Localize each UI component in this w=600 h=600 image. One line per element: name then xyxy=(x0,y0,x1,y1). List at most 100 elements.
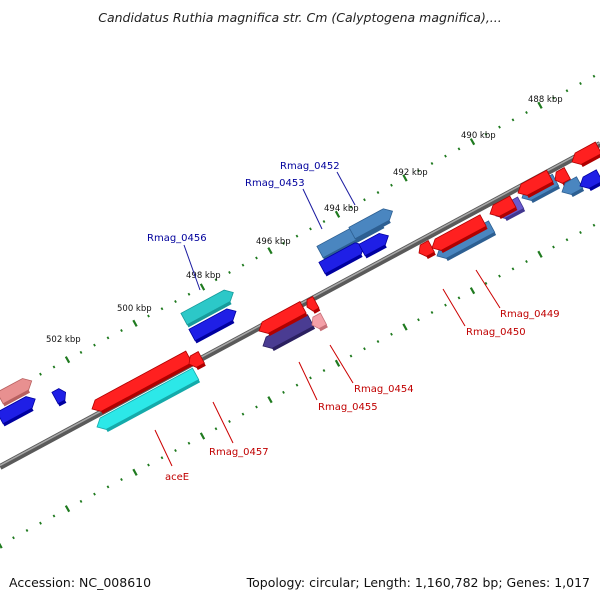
gene-rev-3-body[interactable] xyxy=(489,195,517,217)
tick-mark xyxy=(174,300,177,304)
gene-rev-5-body[interactable] xyxy=(517,169,554,196)
gene-fwd-2-body[interactable] xyxy=(188,308,237,342)
tick-mark xyxy=(457,296,461,300)
leader-line-rmag-0455 xyxy=(298,361,318,401)
gene-rmag-0456-body[interactable] xyxy=(180,289,234,326)
tick-mark xyxy=(484,281,488,285)
tick-mark xyxy=(39,372,42,376)
gene-rev-10-body[interactable] xyxy=(306,295,320,312)
tick-mark xyxy=(255,405,258,409)
tick-mark xyxy=(132,319,138,327)
tick-label-502: 502 kbp xyxy=(46,335,81,345)
tick-mark xyxy=(363,198,366,202)
gene-rev-9[interactable] xyxy=(579,169,600,191)
gene-acee-body[interactable] xyxy=(96,367,200,430)
gene-fwd-4-shade xyxy=(3,408,34,427)
gene-label-rmag-0453[interactable]: Rmag_0453 xyxy=(245,178,305,189)
gene-rmag-0453b-shade xyxy=(325,254,363,277)
gene-label-rmag-0455[interactable]: Rmag_0455 xyxy=(318,402,378,413)
gene-fwd-5-body[interactable] xyxy=(51,388,67,405)
tick-mark xyxy=(160,456,164,460)
gene-rmag-0454[interactable] xyxy=(311,312,328,332)
gene-rmag-0457-body[interactable] xyxy=(91,350,193,412)
gene-rev-1[interactable] xyxy=(418,240,436,259)
tick-mark xyxy=(106,336,110,340)
tick-mark xyxy=(579,230,582,235)
gene-rmag-0450-shade xyxy=(446,232,497,261)
gene-rmag-0454-body[interactable] xyxy=(311,312,328,330)
gene-label-rmag-0450[interactable]: Rmag_0450 xyxy=(466,327,526,338)
gene-fwd-1[interactable] xyxy=(358,232,389,259)
tick-label-494: 494 kbp xyxy=(324,204,359,214)
tick-mark xyxy=(457,147,461,151)
gene-rmag-0457[interactable] xyxy=(91,350,194,414)
tick-mark xyxy=(498,274,501,278)
tick-mark xyxy=(511,267,515,271)
tick-mark xyxy=(484,132,488,136)
gene-fwd-1-body[interactable] xyxy=(358,232,389,257)
tick-mark xyxy=(199,283,206,291)
gene-rev-10-shade xyxy=(313,308,321,314)
gene-acee[interactable] xyxy=(96,367,201,432)
gene-label-rmag-0456[interactable]: Rmag_0456 xyxy=(147,233,207,244)
gene-fwd-4-body[interactable] xyxy=(0,396,36,425)
gene-rev-6-body[interactable] xyxy=(554,167,571,184)
gene-rev-11-body[interactable] xyxy=(188,351,205,368)
leader-line-acee xyxy=(154,429,173,467)
gene-rev-11[interactable] xyxy=(188,351,206,370)
tick-label-488: 488 kbp xyxy=(528,95,563,105)
tick-mark xyxy=(12,536,15,540)
gene-fwd-3[interactable] xyxy=(0,378,33,407)
gene-rev-5[interactable] xyxy=(517,169,555,198)
tick-label-500: 500 kbp xyxy=(117,304,152,314)
gene-label-rmag-0454[interactable]: Rmag_0454 xyxy=(354,384,414,395)
tick-mark xyxy=(349,354,353,358)
gene-rmag-0455b[interactable] xyxy=(258,301,308,336)
gene-rmag-0449[interactable] xyxy=(431,214,488,253)
gene-rev-1-shade xyxy=(426,252,436,259)
gene-rev-7[interactable] xyxy=(561,176,585,197)
gene-rmag-0449-body[interactable] xyxy=(431,214,487,251)
gene-rmag-0455b-shade xyxy=(268,313,308,336)
gene-label-acee[interactable]: aceE xyxy=(165,472,189,483)
gene-rev-9-body[interactable] xyxy=(579,169,600,189)
tick-mark xyxy=(228,270,231,274)
tick-mark xyxy=(334,359,341,367)
tick-mark xyxy=(160,307,164,311)
tick-mark xyxy=(241,412,245,416)
gene-label-rmag-0457[interactable]: Rmag_0457 xyxy=(209,447,269,458)
gene-rmag-0456[interactable] xyxy=(180,289,234,328)
gene-rev-1-body[interactable] xyxy=(418,240,435,257)
tick-mark xyxy=(267,396,273,404)
tick-mark xyxy=(390,183,393,187)
tick-mark xyxy=(376,340,380,344)
gene-rev-3[interactable] xyxy=(489,195,518,219)
gene-rmag-0455[interactable] xyxy=(262,314,316,351)
tick-mark xyxy=(52,365,56,369)
gene-rmag-0455b-body[interactable] xyxy=(258,301,307,334)
gene-fwd-4[interactable] xyxy=(0,396,36,427)
gene-fwd-5[interactable] xyxy=(51,388,67,407)
gene-rev-8-body[interactable] xyxy=(571,141,600,165)
gene-rev-10[interactable] xyxy=(306,295,321,314)
tick-mark xyxy=(322,369,326,373)
tick-mark xyxy=(469,287,476,295)
gene-rmag-0449-shade xyxy=(441,226,488,253)
tick-mark xyxy=(39,521,42,525)
gene-label-rmag-0449[interactable]: Rmag_0449 xyxy=(500,309,560,320)
tick-mark xyxy=(64,505,71,513)
gene-rev-7-body[interactable] xyxy=(561,176,584,195)
tick-mark xyxy=(417,169,420,173)
tick-mark xyxy=(390,332,393,336)
gene-features[interactable] xyxy=(0,141,600,432)
gene-fwd-3-body[interactable] xyxy=(0,378,33,405)
gene-label-rmag-0452[interactable]: Rmag_0452 xyxy=(280,161,340,172)
tick-mark xyxy=(417,318,420,322)
gene-fwd-2[interactable] xyxy=(188,308,237,344)
tick-mark xyxy=(282,390,285,394)
gene-rmag-0452[interactable] xyxy=(348,208,394,242)
gene-rev-8[interactable] xyxy=(571,141,600,167)
gene-rmag-0452-body[interactable] xyxy=(348,208,394,240)
gene-rmag-0455-body[interactable] xyxy=(262,314,315,349)
